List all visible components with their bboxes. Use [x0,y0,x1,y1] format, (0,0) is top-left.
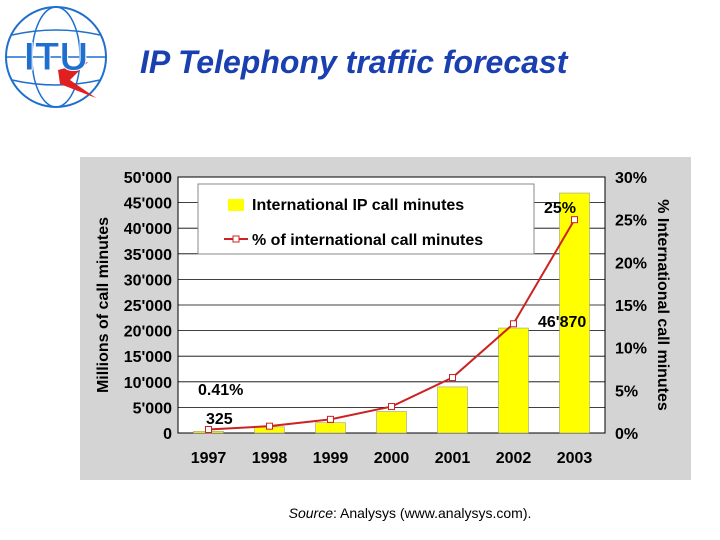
y-tick-label: 45'000 [124,196,172,213]
legend-bar-label: International IP call minutes [252,197,464,214]
source-text: : Analysys (www.analysys.com). [332,505,532,521]
chart: 0 5'000 10'000 15'000 20'000 25'000 30'000 35'0… [80,157,691,480]
y2-tick-label: 0% [615,426,638,443]
y2-tick-label: 15% [615,298,647,315]
y-tick-label: 10'000 [124,375,172,392]
bar [315,422,346,434]
y2-tick-label: 20% [615,255,647,272]
bar [498,327,529,434]
legend-bar-swatch [228,199,244,211]
legend: International IP call minutes % of inter… [197,183,535,255]
y-tick-label: 50'000 [124,170,172,187]
y-tick-label: 35'000 [124,247,172,264]
y-tick-label: 25'000 [124,298,172,315]
x-tick-label: 2002 [496,450,532,467]
bar [559,192,590,434]
line-point [510,320,517,328]
bar [376,411,407,434]
legend-box [197,183,535,255]
line-point [449,374,456,382]
annotation-end-pct: 25% [544,200,576,217]
annotation-start-pct: 0.41% [198,382,243,399]
y2-tick-label: 25% [615,213,647,230]
x-tick-label: 1997 [191,450,227,467]
y-tick-label: 15'000 [124,349,172,366]
line-point [327,415,334,423]
y2-axis-label: % International call minutes [654,199,671,411]
y-axis-label: Millions of call minutes [95,217,112,393]
y-tick-label: 0 [163,426,172,443]
source-label: Source [288,505,333,521]
line-point [266,422,273,430]
y2-tick-label: 5% [615,383,638,400]
x-tick-label: 2003 [557,450,593,467]
line-point [205,426,212,434]
x-tick-label: 1998 [252,450,288,467]
y-tick-label: 30'000 [124,272,172,289]
y-tick-label: 20'000 [124,324,172,341]
source-note: Source: Analysys (www.analysys.com). [0,505,720,521]
y-tick-label: 5'000 [133,400,173,417]
itu-logo: ITU [5,6,107,108]
line-point [571,216,578,224]
x-tick-label: 1999 [313,450,349,467]
y2-tick-label: 30% [615,170,647,187]
legend-line-label: % of international call minutes [252,232,483,249]
legend-line-marker [232,235,240,243]
bar [437,386,468,434]
annotation-start-value: 325 [206,411,233,428]
logo-text: ITU [24,35,88,79]
y-tick-label: 40'000 [124,221,172,238]
annotation-end-value: 46'870 [538,314,586,331]
line-point [388,403,395,411]
page-title: IP Telephony traffic forecast [140,44,568,80]
y2-tick-label: 10% [615,341,647,358]
x-tick-label: 2000 [374,450,410,467]
x-tick-label: 2001 [435,450,471,467]
